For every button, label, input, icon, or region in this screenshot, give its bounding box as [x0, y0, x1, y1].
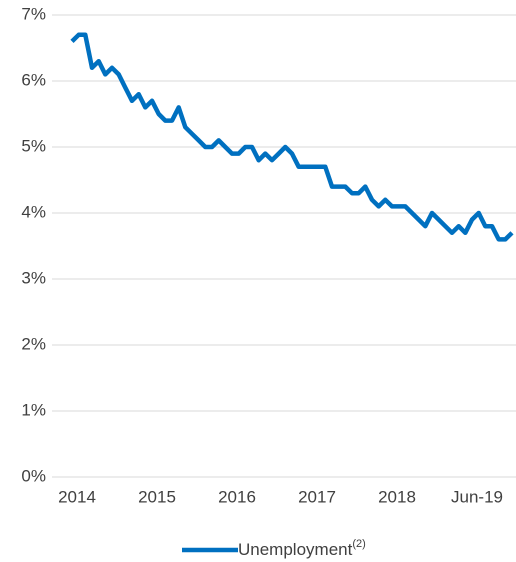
x-tick-label: 2015 [138, 487, 176, 506]
y-tick-label: 6% [21, 70, 46, 89]
legend-name: Unemployment [238, 540, 353, 559]
legend-label: Unemployment(2) [238, 538, 366, 560]
y-tick-label: 5% [21, 136, 46, 155]
y-tick-label: 4% [21, 202, 46, 221]
x-tick-label: 2016 [218, 487, 256, 506]
x-tick-label: 2018 [378, 487, 416, 506]
y-tick-label: 0% [21, 466, 46, 485]
y-tick-label: 2% [21, 334, 46, 353]
x-tick-label: 2017 [298, 487, 336, 506]
y-tick-label: 1% [21, 400, 46, 419]
legend-note: (2) [352, 538, 365, 550]
x-tick-label: Jun-19 [451, 487, 503, 506]
data-line [70, 32, 514, 242]
y-tick-label: 3% [21, 268, 46, 287]
x-tick-label: 2014 [58, 487, 96, 506]
y-tick-label: 7% [21, 4, 46, 23]
